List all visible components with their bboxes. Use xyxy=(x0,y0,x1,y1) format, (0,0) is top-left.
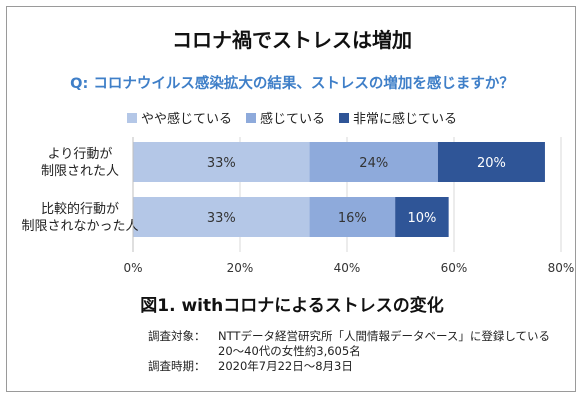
bar-segment xyxy=(133,197,310,237)
category-label: 制限された人 xyxy=(41,164,119,179)
data-label: 16% xyxy=(338,211,367,226)
notes-period-value: 2020年7月22日～8月3日 xyxy=(218,359,353,373)
legend-swatch-slightly xyxy=(126,112,137,123)
data-label: 33% xyxy=(207,211,236,226)
survey-question: Q: コロナウイルス感染拡大の結果、ストレスの増加を感じますか？ xyxy=(70,76,514,92)
legend-item-slightly: やや感じている xyxy=(126,108,232,127)
notes-target-label: 調査対象： xyxy=(148,329,206,343)
legend-label-very: 非常に感じている xyxy=(353,112,458,127)
chart-legend: やや感じている 感じている 非常に感じている xyxy=(0,108,584,127)
legend-label-slightly: やや感じている xyxy=(140,112,232,127)
legend-label-feel: 感じている xyxy=(259,112,325,127)
x-tick-label: 20% xyxy=(227,261,254,275)
notes-period-label: 調査時期： xyxy=(148,359,206,373)
bar-segment xyxy=(395,197,449,237)
notes-target-line1: NTTデータ経営研究所「人間情報データベース」に登録している xyxy=(218,329,551,343)
survey-notes: 調査対象： NTTデータ経営研究所「人間情報データベース」に登録している 20～… xyxy=(148,329,550,374)
notes-target-line2: 20～40代の女性約3,605名 xyxy=(218,344,361,358)
category-label: より行動が xyxy=(48,147,113,162)
x-tick-label: 0% xyxy=(123,261,142,275)
bar-segment xyxy=(309,142,438,182)
x-tick-label: 80% xyxy=(548,261,575,275)
legend-swatch-very xyxy=(339,112,349,123)
data-label: 33% xyxy=(207,156,236,171)
category-label: 制限されなかった人 xyxy=(21,219,138,234)
data-label: 20% xyxy=(477,156,506,171)
legend-item-very: 非常に感じている xyxy=(339,108,457,127)
data-label: 24% xyxy=(359,156,388,171)
legend-swatch-feel xyxy=(245,112,256,123)
chart-title: コロナ禍でストレスは増加 xyxy=(172,28,412,52)
data-label: 10% xyxy=(407,211,436,226)
category-label: 比較的行動が xyxy=(41,201,119,217)
bar-segment xyxy=(309,197,396,237)
x-tick-label: 40% xyxy=(334,261,361,275)
x-tick-label: 60% xyxy=(441,261,468,275)
bar-segment xyxy=(437,142,545,182)
figure-caption: 図1. withコロナによるストレスの変化 xyxy=(140,296,444,316)
bar-segment xyxy=(133,142,310,182)
legend-item-feel: 感じている xyxy=(245,108,325,127)
